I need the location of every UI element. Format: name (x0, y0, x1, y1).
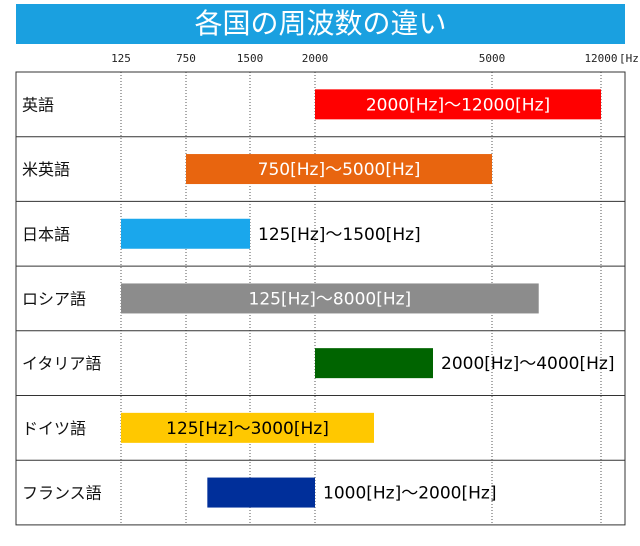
range-bar (186, 154, 492, 185)
range-bar (207, 477, 315, 508)
category-label: イタリア語 (22, 354, 101, 373)
range-bar (315, 89, 601, 120)
bar-value-label: 750[Hz]～5000[Hz] (258, 160, 421, 180)
x-tick-label: 5000 (479, 52, 506, 65)
frame-layer (15, 71, 626, 526)
category-label: 日本語 (22, 225, 70, 244)
x-tick-label: 2000 (302, 52, 329, 65)
bars: 2000[Hz]～12000[Hz] 750[Hz]～5000[Hz] 125[Hz… (121, 89, 614, 508)
range-bar (121, 218, 250, 249)
bar-value-label: 125[Hz]～3000[Hz] (166, 419, 329, 439)
grid-layer (120, 72, 602, 525)
category-label: 英語 (22, 95, 54, 114)
category-label: ドイツ語 (22, 419, 86, 438)
chart-title: 各国の周波数の違い (16, 4, 625, 44)
bar-value-label: 125[Hz]～8000[Hz] (249, 289, 412, 309)
x-axis-ticks: 125 750 1500 2000 5000 12000[Hz] (111, 52, 640, 65)
bar-value-label: 125[Hz]～1500[Hz] (258, 225, 421, 245)
bar-value-label: 2000[Hz]～4000[Hz] (441, 354, 614, 374)
x-tick-label: 12000 (584, 52, 617, 65)
x-tick-label: 750 (176, 52, 196, 65)
x-tick-label: 1500 (237, 52, 264, 65)
bar-value-label: 2000[Hz]～12000[Hz] (366, 95, 550, 115)
category-label: フランス語 (22, 484, 102, 503)
category-label: 米英語 (22, 160, 70, 179)
category-label: ロシア語 (22, 289, 86, 308)
plot-frame (15, 71, 626, 526)
bar-value-label: 1000[Hz]～2000[Hz] (323, 484, 496, 504)
x-tick-label: 125 (111, 52, 131, 65)
range-bar (315, 348, 433, 379)
x-unit-label: [Hz] (619, 52, 640, 65)
range-bar (121, 412, 374, 443)
range-bar (121, 283, 539, 314)
